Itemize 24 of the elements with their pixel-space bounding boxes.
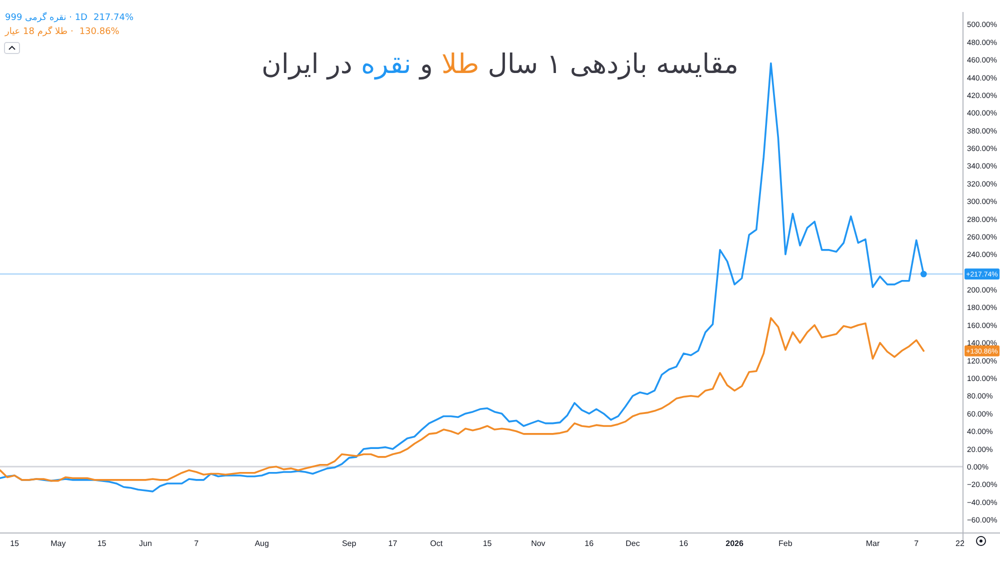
annotation: 130.86% [79,26,120,39]
x-tick-label: Dec [626,539,640,548]
x-tick-label: Mar [866,539,880,548]
x-tick-label: 2026 [726,539,744,548]
x-tick-label: May [50,539,66,548]
x-tick-label: 16 [584,539,594,548]
annotation: 217.74% [93,12,134,25]
x-tick-label: Aug [254,539,269,548]
x-tick-label: Oct [430,539,444,548]
x-tick-label: Nov [531,539,546,548]
x-tick-label: Sep [342,539,357,548]
line-series [0,317,925,482]
x-tick-label: 15 [482,539,492,548]
text: طلا گرم 18 عیار · [5,25,74,39]
x-tick-label: 7 [194,539,200,548]
x-tick-label: 22 [956,539,965,548]
x-tick-label: 17 [388,539,398,548]
x-tick-label: Feb [778,539,793,548]
x-tick-label: 15 [10,539,20,548]
x-tick-label: 7 [914,539,920,548]
x-tick-label: 15 [97,539,107,548]
chart-title: مقایسه بازدهی ۱ سال طلا و نقره در ایران [262,49,738,80]
x-tick-label: 16 [679,539,689,548]
x-tick-label: Jun [139,539,152,548]
